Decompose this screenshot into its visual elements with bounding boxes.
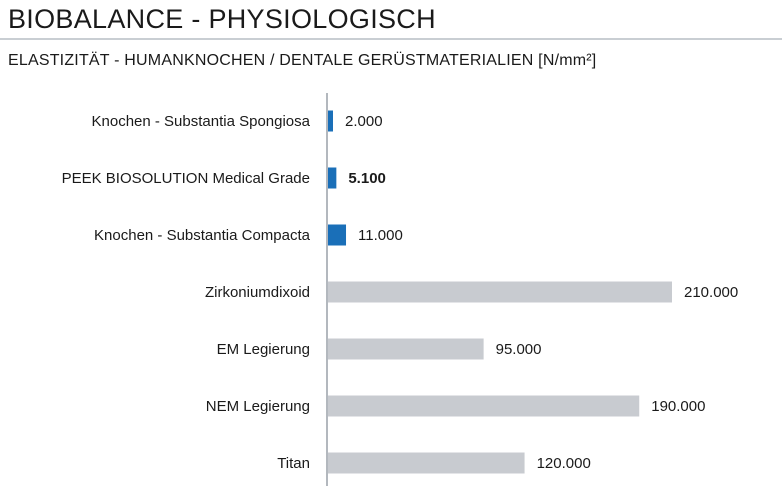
value-label: 2.000 xyxy=(345,113,383,130)
value-label: 190.000 xyxy=(651,398,705,415)
category-label: Zirkoniumdixoid xyxy=(205,284,310,301)
value-label: 210.000 xyxy=(684,284,738,301)
title-divider xyxy=(0,38,782,40)
page-title: BIOBALANCE - PHYSIOLOGISCH xyxy=(8,4,436,34)
bar xyxy=(328,452,525,474)
value-label: 95.000 xyxy=(496,341,542,358)
bar xyxy=(328,338,484,360)
value-label: 11.000 xyxy=(358,227,403,244)
category-label: NEM Legierung xyxy=(206,398,310,415)
chart-subtitle: ELASTIZITÄT - HUMANKNOCHEN / DENTALE GER… xyxy=(8,52,597,69)
value-label: 5.100 xyxy=(348,170,386,187)
category-label: EM Legierung xyxy=(217,341,310,358)
category-label: PEEK BIOSOLUTION Medical Grade xyxy=(62,170,310,187)
category-label: Titan xyxy=(277,455,310,472)
category-label: Knochen - Substantia Spongiosa xyxy=(92,113,311,130)
value-label: 120.000 xyxy=(537,455,591,472)
category-label: Knochen - Substantia Compacta xyxy=(94,227,311,244)
bars-layer: Knochen - Substantia Spongiosa 2.000 PEEK … xyxy=(62,110,738,474)
bar xyxy=(328,281,672,303)
bar xyxy=(328,395,640,417)
bar xyxy=(328,167,337,189)
bar xyxy=(328,224,347,246)
bar xyxy=(328,110,333,132)
